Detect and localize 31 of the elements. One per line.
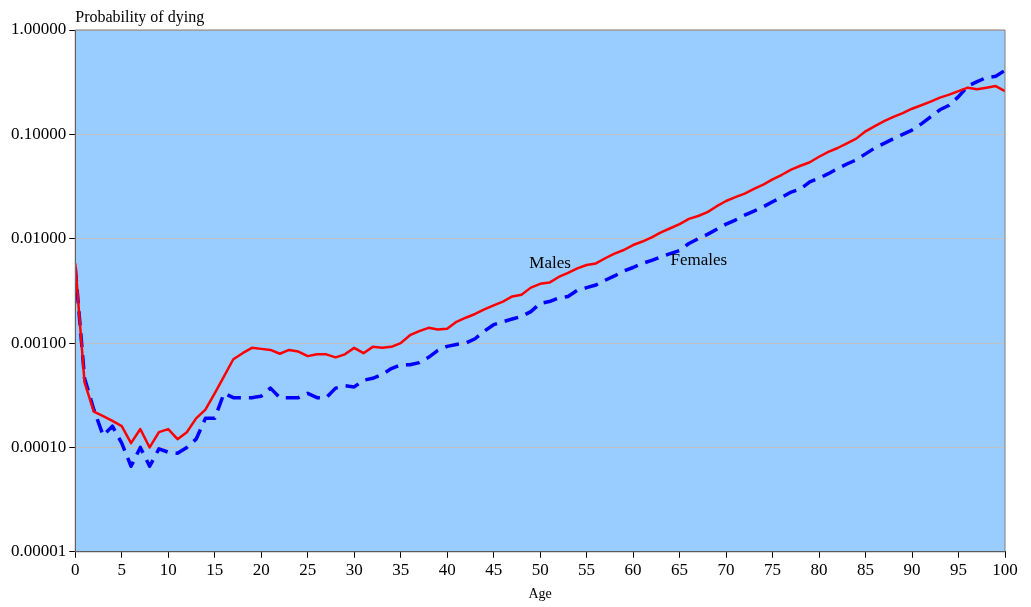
x-tick-label: 35	[392, 560, 410, 580]
x-tick-label: 20	[252, 560, 270, 580]
x-tick-label: 65	[671, 560, 689, 580]
x-tick-label: 90	[903, 560, 921, 580]
x-tick-label: 95	[950, 560, 968, 580]
series-label: Females	[670, 250, 728, 270]
x-tick-label: 80	[810, 560, 828, 580]
x-axis-title: Age	[528, 586, 552, 602]
x-tick-label: 100	[992, 560, 1018, 580]
x-tick-label: 50	[531, 560, 549, 580]
x-tick-label: 15	[206, 560, 224, 580]
y-tick-label: 0.01000	[11, 228, 67, 248]
x-tick-label: 85	[857, 560, 875, 580]
y-tick-label: 1.00000	[11, 19, 67, 39]
x-tick-label: 45	[485, 560, 503, 580]
x-tick-label: 10	[159, 560, 177, 580]
x-tick-label: 40	[438, 560, 456, 580]
y-tick-label: 0.00100	[11, 332, 67, 352]
series-label: Males	[529, 252, 571, 272]
x-tick-label: 25	[299, 560, 317, 580]
x-tick-label: 0	[71, 560, 80, 580]
y-tick-label: 0.00010	[11, 436, 67, 456]
x-tick-label: 70	[717, 560, 735, 580]
y-tick-label: 0.00001	[11, 541, 67, 561]
x-tick-label: 60	[624, 560, 642, 580]
y-tick-label: 0.10000	[11, 123, 67, 143]
y-axis-title: Probability of dying	[75, 8, 205, 27]
x-tick-label: 30	[345, 560, 363, 580]
x-tick-label: 55	[578, 560, 596, 580]
x-tick-label: 75	[764, 560, 782, 580]
x-tick-label: 5	[117, 560, 126, 580]
